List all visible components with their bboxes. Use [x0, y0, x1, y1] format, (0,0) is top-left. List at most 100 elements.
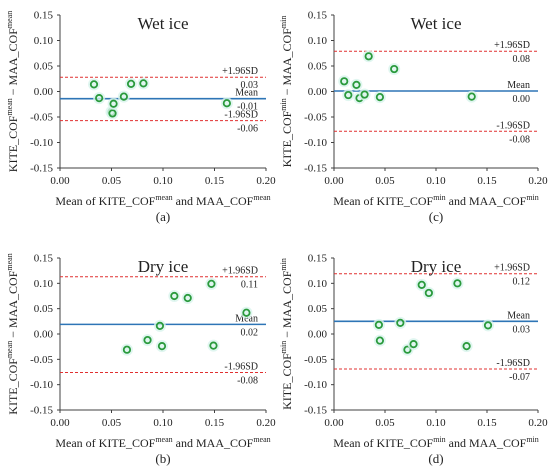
x-tick-label: 0.00	[324, 417, 344, 429]
x-tick-label: 0.05	[102, 417, 122, 429]
data-point-halo	[207, 339, 220, 352]
data-point	[403, 345, 412, 354]
y-tick-label: 0.10	[34, 35, 54, 47]
data-point	[89, 80, 99, 89]
data-point	[122, 345, 132, 354]
x-tick-label: 0.15	[205, 417, 225, 429]
y-axis-label-sup: mean	[5, 341, 14, 358]
lower-limit-label: -1.96SD	[496, 120, 530, 131]
y-tick-label: -0.15	[30, 405, 53, 417]
data-point	[467, 92, 476, 101]
data-point-halo	[117, 90, 130, 103]
x-axis-label-sup: min	[526, 435, 538, 444]
x-axis-label: Mean of KITE_COFmean and MAA_COFmean	[55, 193, 270, 208]
y-tick-label: -0.05	[30, 112, 53, 124]
y-tick-label: 0.05	[34, 61, 54, 73]
x-axis-label-part: and MAA_COF	[173, 194, 254, 208]
mean-label: Mean	[507, 310, 530, 321]
x-tick-label: 0.15	[477, 175, 497, 187]
data-point	[417, 280, 426, 289]
y-axis-label-sup: mean	[5, 98, 14, 115]
data-point	[207, 279, 216, 288]
data-point-halo	[93, 92, 106, 105]
mean-label: Mean	[235, 88, 258, 99]
chart-panel: -0.15 -0.10 -0.05 0.00 0.05 0.10 0.15 0.00 0.05 0…	[279, 10, 548, 225]
x-tick-label: 0.05	[375, 175, 395, 187]
upper-limit-value: 0.08	[513, 54, 531, 65]
x-tick-label: 0.10	[153, 417, 173, 429]
x-tick-label: 0.00	[324, 175, 344, 187]
x-tick-label: 0.15	[477, 417, 497, 429]
data-point-halo	[120, 343, 133, 356]
y-tick-label: -0.15	[30, 163, 53, 175]
x-axis-label-sup: mean	[155, 435, 172, 444]
lower-limit-value: -0.07	[509, 372, 530, 383]
data-point-halo	[422, 286, 435, 299]
y-tick-label: 0.10	[308, 35, 328, 47]
data-point	[352, 80, 361, 89]
data-point-halo	[451, 277, 464, 290]
data-point-halo	[168, 290, 181, 302]
data-point-halo	[350, 78, 363, 91]
data-point-halo	[342, 89, 355, 102]
chart-title: Dry ice	[411, 257, 462, 276]
lower-limit-value: -0.06	[237, 124, 258, 135]
y-tick-label: 0.15	[308, 10, 328, 22]
x-axis-label: Mean of KITE_COFmin and MAA_COFmin	[333, 193, 539, 208]
y-tick-label: 0.00	[308, 329, 328, 341]
upper-limit-value: 0.12	[513, 277, 531, 288]
data-point	[108, 109, 117, 118]
data-point	[364, 52, 373, 61]
y-axis-label-part: − MAA_COF	[280, 28, 294, 98]
y-tick-label: -0.10	[30, 379, 53, 391]
x-tick-label: 0.10	[426, 175, 446, 187]
x-axis-label-part: Mean of KITE_COF	[55, 194, 155, 208]
data-point	[360, 90, 369, 99]
chart-panel: -0.15 -0.10 -0.05 0.00 0.05 0.10 0.15 0.00 0.05 0…	[5, 10, 276, 225]
data-point	[409, 340, 418, 349]
data-point-halo	[358, 88, 371, 101]
y-axis-label-part: KITE_COF	[280, 353, 294, 410]
data-point-halo	[394, 316, 407, 329]
x-tick-label: 0.20	[528, 175, 548, 187]
y-axis-label: KITE_COFmin − MAA_COFmin	[279, 16, 294, 168]
y-tick-label: 0.00	[308, 86, 328, 98]
data-point-halo	[373, 334, 386, 347]
data-point	[375, 93, 384, 102]
chart-panel: -0.15 -0.10 -0.05 0.00 0.05 0.10 0.15 0.00 0.05 0…	[5, 253, 276, 467]
data-point	[424, 288, 433, 298]
x-tick-label: 0.10	[426, 417, 446, 429]
lower-limit-value: -0.08	[509, 134, 530, 145]
data-point-halo	[106, 107, 119, 120]
data-point-halo	[87, 78, 100, 91]
data-point-halo	[125, 77, 138, 90]
x-axis-label-sup: min	[526, 193, 538, 202]
y-tick-label: -0.10	[30, 137, 53, 149]
x-tick-label: 0.05	[375, 417, 395, 429]
data-point-halo	[141, 334, 154, 347]
y-axis-label-part: KITE_COF	[6, 358, 20, 415]
panel-label: (c)	[429, 209, 443, 224]
y-axis-label: KITE_COFmin − MAA_COFmin	[279, 258, 294, 410]
data-point-halo	[415, 278, 428, 291]
x-axis-label: Mean of KITE_COFmin and MAA_COFmin	[333, 435, 539, 450]
y-axis-label-sup: mean	[5, 253, 14, 270]
data-point	[143, 335, 152, 345]
data-point-halo	[465, 90, 478, 103]
x-tick-label: 0.00	[50, 417, 70, 429]
data-point	[126, 79, 136, 88]
data-point-halo	[373, 91, 386, 104]
x-axis-label-part: Mean of KITE_COF	[55, 436, 155, 450]
y-tick-label: -0.15	[304, 163, 327, 175]
lower-limit-value: -0.08	[237, 376, 258, 387]
x-axis-label-sup: mean	[155, 193, 172, 202]
data-point	[95, 94, 104, 103]
y-tick-label: 0.10	[308, 278, 328, 290]
data-point-halo	[220, 97, 233, 110]
x-axis-label-part: and MAA_COF	[446, 436, 527, 450]
y-axis-label-part: − MAA_COF	[6, 28, 20, 98]
mean-value: 0.02	[241, 327, 259, 338]
x-tick-label: 0.20	[256, 417, 276, 429]
y-axis-label-sup: mean	[5, 11, 14, 28]
